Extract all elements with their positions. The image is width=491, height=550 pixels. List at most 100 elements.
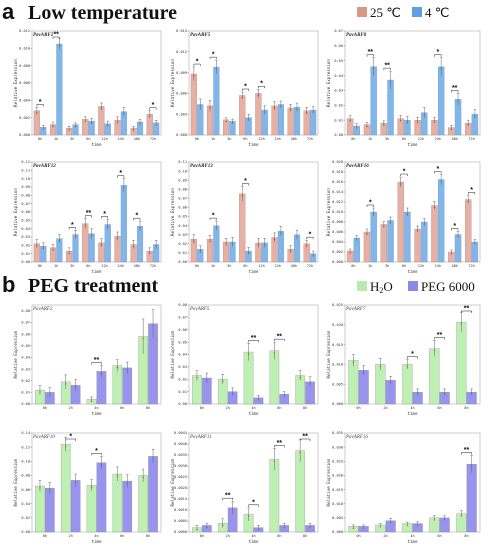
x-axis-title: time	[407, 411, 418, 416]
panel-letter-a: a	[2, 0, 15, 24]
data-point	[460, 323, 463, 325]
chart-b-pavarf16: PavARF16 0.000 0.005 0.010 0.015 0.020 0.025 0.…	[326, 431, 481, 544]
significance-stars: **	[452, 85, 458, 92]
y-tick-label: 0.005	[332, 382, 343, 386]
bar	[96, 462, 107, 533]
data-point	[372, 67, 375, 70]
bar	[138, 475, 148, 533]
x-tick-label: 0h	[38, 264, 42, 268]
data-point	[467, 124, 469, 126]
bar	[136, 226, 144, 263]
bar	[82, 223, 89, 263]
data-point	[289, 250, 292, 252]
data-point	[389, 221, 392, 224]
x-tick-label: 4h	[410, 534, 414, 538]
significance-bracket	[451, 90, 459, 93]
data-point	[406, 524, 409, 527]
significance-stars: *	[411, 351, 414, 358]
y-tick-label: 0.05	[178, 215, 187, 219]
data-point	[107, 225, 109, 228]
y-axis-title: Relative Expression	[13, 188, 18, 236]
data-point	[423, 114, 425, 116]
chart-title: PavARF2	[33, 33, 54, 38]
y-tick-label: 0.04	[178, 224, 187, 228]
data-point	[379, 526, 382, 528]
data-point	[247, 353, 250, 355]
x-tick-label: 48h	[291, 264, 298, 268]
x-tick-label: 0h	[356, 406, 360, 410]
significance-stars: *	[152, 102, 155, 109]
y-tick-label: 0.00	[178, 402, 187, 406]
plot-frame	[188, 161, 319, 263]
data-point	[349, 119, 351, 122]
x-tick-label: 72h	[307, 137, 314, 141]
bar	[45, 488, 55, 533]
data-point	[273, 460, 276, 463]
y-axis-title: Relative Expression	[13, 330, 18, 378]
data-point	[225, 243, 227, 245]
x-tick-label: 0h	[43, 406, 47, 410]
x-tick-label: 12h	[418, 137, 425, 141]
bar	[213, 66, 220, 136]
data-point	[231, 122, 234, 124]
legend-label-h2o: H2O	[370, 279, 393, 295]
y-tick-label: 0.008	[19, 64, 30, 68]
data-point	[457, 100, 459, 103]
y-tick-label: 0.010	[19, 47, 30, 51]
bar	[431, 205, 438, 263]
bar	[56, 43, 63, 136]
y-tick-label: 0.00	[21, 260, 30, 264]
data-point	[356, 239, 358, 241]
y-tick-label: 0.03	[178, 233, 187, 237]
bar	[310, 109, 317, 136]
significance-stars: **	[302, 434, 308, 441]
bar	[429, 348, 440, 405]
x-tick-label: 6h	[120, 406, 124, 410]
data-point	[126, 482, 128, 484]
bar	[86, 485, 97, 533]
data-point	[206, 379, 208, 381]
section-title-peg-treatment: PEG treatment	[28, 275, 158, 297]
x-tick-label: 6h	[243, 137, 247, 141]
data-point	[100, 244, 103, 246]
y-tick-label: 0.005	[332, 516, 343, 520]
y-tick-label: 0.02	[21, 244, 30, 248]
bar	[466, 463, 477, 533]
x-axis-title: time	[407, 269, 418, 274]
x-tick-label: 1h	[368, 264, 372, 268]
x-tick-label: 4h	[251, 534, 255, 538]
y-axis-title: Relative Expression	[170, 188, 175, 236]
y-tick-label: 0.0035	[174, 453, 187, 457]
significance-bracket	[467, 192, 476, 195]
data-point	[474, 115, 476, 117]
y-tick-label: 0.03	[21, 367, 30, 371]
bar	[239, 95, 246, 136]
data-point	[257, 244, 260, 246]
chart-title: PavARF7	[345, 307, 366, 312]
data-point	[416, 393, 419, 395]
x-tick-label: 6h	[120, 534, 124, 538]
chart-title: PavARF5	[190, 33, 211, 38]
significance-bracket	[133, 217, 141, 221]
data-point	[90, 486, 93, 489]
data-point	[460, 514, 463, 517]
significance-bracket	[241, 88, 249, 92]
panel-letter-b: b	[2, 272, 15, 297]
significance-stars: *	[119, 170, 122, 177]
chart-a-pavarf13: PavARF13 0.00 0.01 0.02 0.03 0.04 0.05 0.06 0.07…	[170, 160, 319, 274]
bar	[387, 220, 394, 263]
data-point	[52, 125, 54, 128]
chart-title: PavARF16	[346, 164, 369, 169]
bar	[70, 480, 81, 533]
data-point	[199, 105, 201, 108]
plot-frame	[344, 432, 481, 533]
data-point	[372, 213, 375, 215]
significance-stars: *	[212, 52, 215, 59]
data-point	[126, 369, 128, 371]
significance-stars: *	[252, 499, 255, 506]
y-tick-label: 0.020	[332, 474, 343, 478]
y-tick-label: 0.020	[332, 323, 343, 327]
y-axis-title: Relative Expression	[13, 458, 18, 506]
data-point	[74, 125, 77, 128]
